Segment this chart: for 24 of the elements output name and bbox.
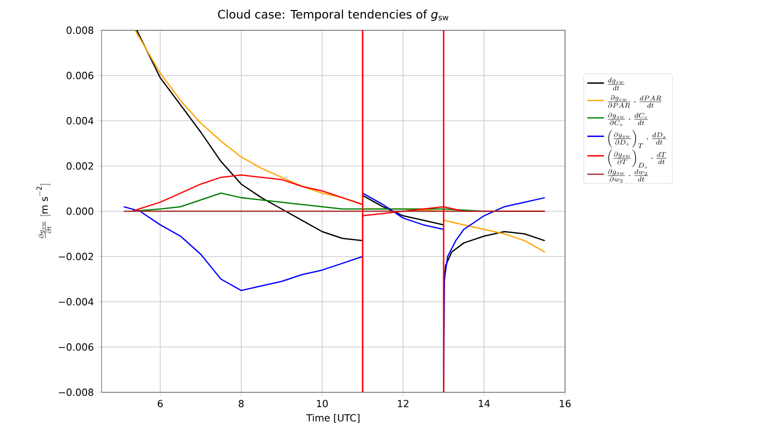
y-tick-label: 0.004	[66, 116, 94, 124]
legend-label: $\frac{\partial g_{sw}}{\partial w_2}\cdot\frac{dw_2}{dt}$	[608, 168, 648, 182]
x-tick-label: 10	[317, 400, 328, 408]
x-tick-label: 12	[398, 400, 408, 408]
legend-label: $\frac{\partial g_{sw}}{\partial C_s}\cdot\frac{dC_s}{dt}$	[608, 112, 648, 126]
legend-label: $\frac{\partial g_{sw}}{\partial PAR}\cdot\frac{dPAR}{dt}$	[608, 94, 662, 108]
x-tick-label: 14	[478, 400, 490, 407]
legend-label: $\left(\frac{\partial g_{sw}}{\partial D_s}\right)_T\cdot\frac{dD_s}{dt}$	[608, 130, 666, 148]
y-tick-label: 0.008	[66, 26, 94, 34]
y-tick-label: 0.002	[66, 162, 93, 170]
chart-title: Cloud case: Temporal tendencies of g$_{sw}$	[218, 10, 448, 21]
y-tick-label: −0.004	[58, 298, 94, 306]
legend-label: $\frac{dg_{sw}}{dt}$	[608, 78, 624, 90]
x-tick-label: 8	[238, 400, 244, 408]
x-tick-label: 6	[158, 400, 163, 408]
x-tick-label: 16	[560, 400, 571, 408]
y-tick-label: −0.006	[58, 343, 94, 351]
y-tick-label: 0.006	[66, 72, 94, 80]
legend-label: $\left(\frac{\partial g_{sw}}{\partial T}\right)_{D_s}\cdot\frac{dT}{dt}$	[608, 149, 666, 168]
y-tick-label: −0.008	[58, 388, 94, 396]
y-axis-title: $\frac{\partial g_{sw}}{\partial t}\ [\mathrm{m\ s^{-2}}]$	[36, 184, 52, 238]
y-tick-label: −0.002	[58, 252, 93, 260]
y-tick-label: 0.000	[66, 207, 94, 215]
x-axis-title: Time [UTC]	[306, 414, 360, 423]
